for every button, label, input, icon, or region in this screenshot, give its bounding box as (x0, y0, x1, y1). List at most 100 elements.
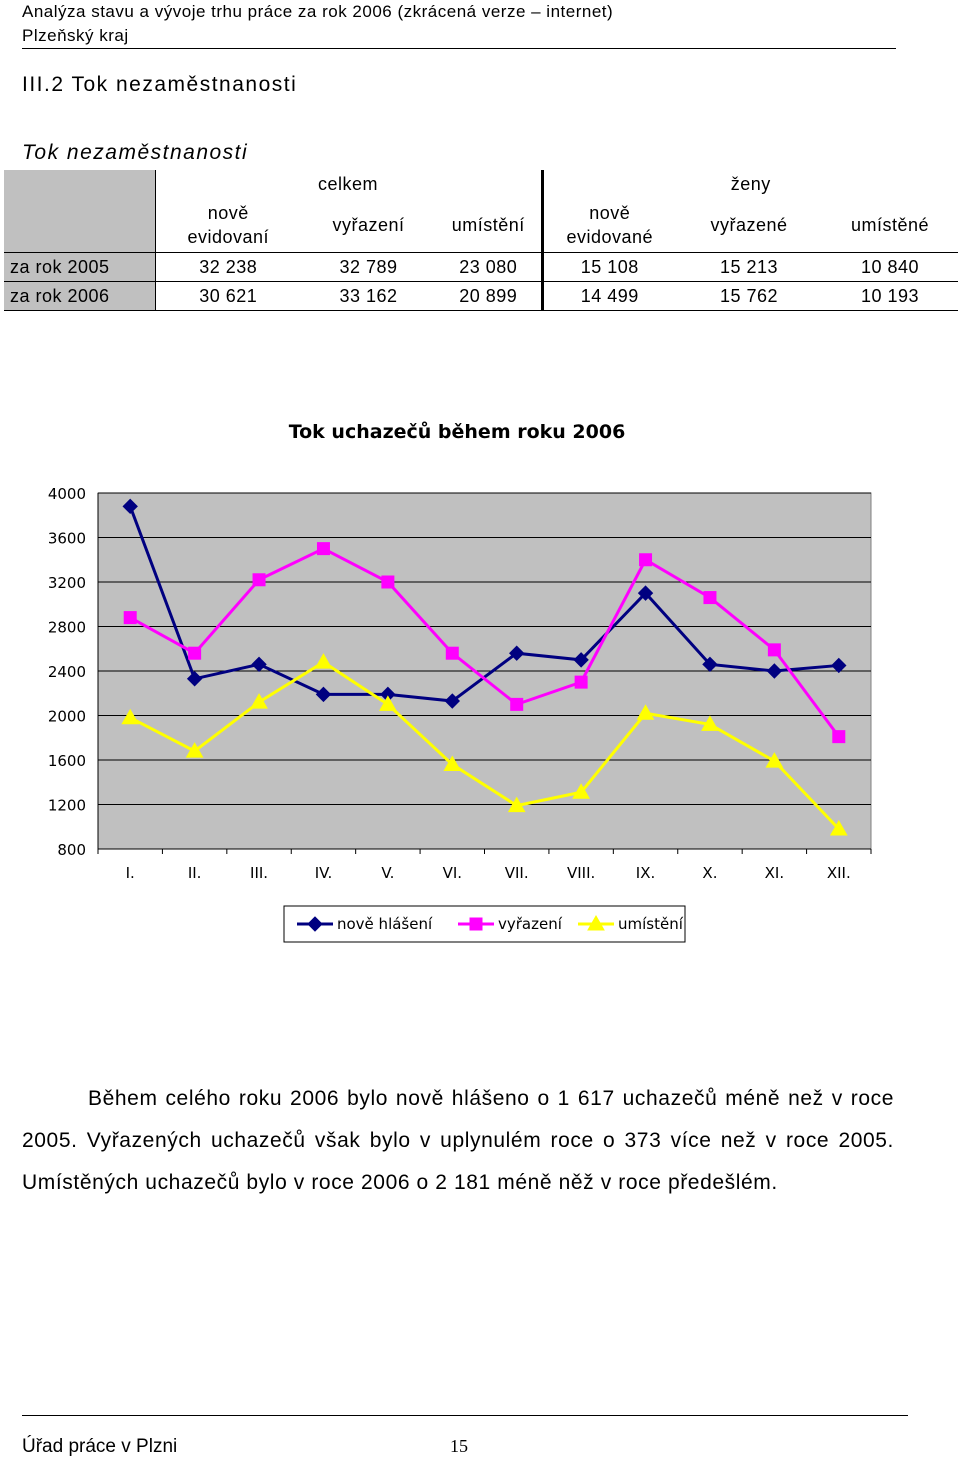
data-point-square (123, 611, 137, 625)
data-point-diamond (637, 585, 654, 601)
table-title: Tok nezaměstnanosti (22, 141, 249, 164)
y-tick-label: 2800 (48, 619, 86, 637)
data-point-triangle (443, 755, 462, 771)
table-cell: 33 162 (301, 281, 436, 311)
data-point-square (703, 591, 717, 605)
x-tick-label: V. (381, 864, 394, 882)
data-point-diamond (831, 657, 847, 674)
legend-label: vyřazení (498, 915, 563, 933)
x-tick-label: IX. (636, 864, 655, 882)
data-point-triangle (121, 708, 140, 725)
header-vyrazene: vyřazené (710, 214, 788, 235)
page-number: 15 (450, 1436, 468, 1456)
table-cell: 30 621 (154, 281, 301, 311)
table-cell: 14 499 (542, 281, 676, 311)
data-point-square (832, 730, 846, 744)
y-tick-label: 4000 (48, 485, 86, 503)
data-point-diamond (315, 686, 332, 703)
table-cell: 32 789 (301, 252, 436, 282)
data-point-square (445, 646, 459, 660)
data-point-square (639, 553, 653, 567)
data-point-diamond (702, 656, 718, 673)
data-point-diamond (186, 671, 203, 687)
document-header-region: Plzeňský kraj (22, 26, 129, 45)
data-point-triangle (185, 742, 204, 758)
data-point-triangle (572, 783, 590, 799)
y-tick-label: 3600 (48, 530, 86, 548)
data-point-triangle (587, 914, 605, 931)
table-cell: 23 080 (436, 252, 544, 282)
y-tick-label: 2400 (48, 663, 86, 681)
footer-office: Úřad práce v Plzni (22, 1436, 178, 1457)
data-point-triangle (379, 695, 397, 711)
data-point-triangle (765, 752, 784, 768)
header-vyrazeni: vyřazení (332, 214, 405, 235)
data-point-square (316, 542, 330, 556)
data-point-triangle (507, 796, 526, 813)
x-tick-label: I. (126, 864, 135, 882)
data-point-diamond (766, 663, 783, 679)
y-tick-label: 800 (57, 841, 86, 859)
table-cell: 15 213 (676, 252, 822, 282)
table-cell: 15 762 (676, 281, 822, 311)
legend-label: nově hlášení (337, 915, 433, 933)
x-tick-label: VII. (505, 864, 529, 882)
data-point-triangle (829, 819, 848, 836)
legend-label: umístění (618, 915, 684, 933)
data-point-square (252, 573, 266, 587)
header-umisteni: umístění (436, 198, 544, 253)
row-label: za rok 2006 (4, 281, 155, 311)
table-cell: 15 108 (542, 252, 676, 282)
data-point-triangle (250, 693, 268, 709)
header-group-celkem: celkem (154, 170, 542, 198)
data-point-square (469, 917, 483, 931)
summary-paragraph: Během celého roku 2006 bylo nově hlášeno… (22, 1078, 894, 1204)
x-tick-label: XI. (765, 864, 784, 882)
data-point-square (510, 697, 524, 711)
series-line (129, 660, 840, 831)
document-header-title: Analýza stavu a vývoje trhu práce za rok… (22, 2, 614, 21)
data-point-square (381, 575, 395, 589)
header-nove-evidovani: nově evidovaní (154, 198, 301, 253)
footer-divider (22, 1415, 908, 1416)
section-title: III.2 Tok nezaměstnanosti (22, 73, 298, 96)
x-tick-label: VIII. (567, 864, 595, 882)
y-tick-label: 1600 (48, 752, 86, 770)
data-point-triangle (636, 704, 655, 720)
header-nove-evidovane: nově evidované (566, 203, 654, 247)
table-cell: 20 899 (436, 281, 544, 311)
data-point-triangle (314, 653, 333, 669)
table-row: za rok 2005 32 238 32 789 23 080 15 108 … (4, 252, 958, 282)
data-point-square (188, 646, 202, 660)
chart-title: Tok uchazečů během roku 2006 (288, 421, 626, 443)
data-point-diamond (444, 693, 460, 709)
x-tick-label: II. (188, 864, 202, 882)
summary-text: Během celého roku 2006 bylo nově hlášeno… (22, 1087, 894, 1194)
data-point-diamond (573, 652, 589, 668)
line-chart: 800 1200 1600 2000 2400 2800 3200 3600 4000 I. II.… (48, 485, 872, 943)
x-tick-label: IV. (315, 864, 333, 882)
data-point-square (767, 643, 781, 657)
x-tick-label: III. (250, 864, 268, 882)
data-point-diamond (509, 645, 525, 661)
table-cell: 10 840 (822, 252, 958, 282)
table-corner (4, 170, 155, 253)
y-tick-label: 3200 (48, 574, 86, 592)
data-point-diamond (122, 498, 138, 515)
x-tick-label: VI. (443, 864, 462, 882)
data-point-diamond (251, 656, 267, 673)
header-umistene: umístěné (850, 214, 930, 235)
table-cell: 10 193 (822, 281, 958, 311)
y-tick-label: 2000 (48, 708, 86, 726)
data-point-square (574, 675, 588, 689)
header-group-zeny: ženy (540, 170, 958, 198)
x-tick-label: XII. (827, 864, 851, 882)
y-tick-label: 1200 (48, 797, 86, 815)
row-label: za rok 2005 (4, 252, 155, 282)
data-point-triangle (701, 715, 719, 731)
unemployment-flow-table: celkem ženy nově evidovaní vyřazení umís… (4, 170, 958, 311)
table-row: za rok 2006 30 621 33 162 20 899 14 499 … (4, 281, 958, 311)
series-line (129, 546, 840, 738)
data-point-diamond (307, 916, 323, 932)
table-cell: 32 238 (154, 252, 301, 282)
